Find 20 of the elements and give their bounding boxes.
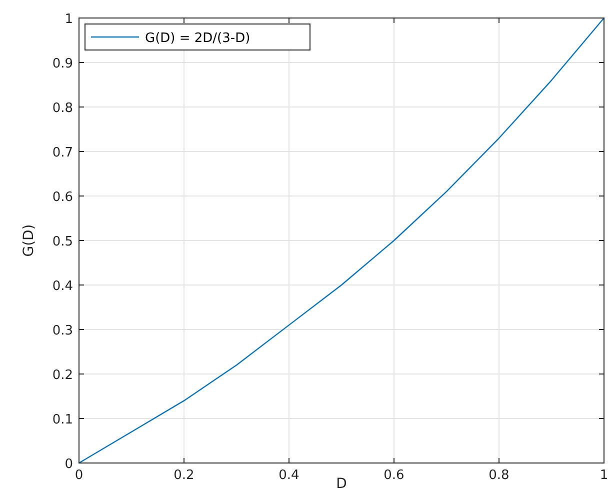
y-tick-label: 0 <box>64 457 73 472</box>
y-tick-label: 0.1 <box>52 412 73 428</box>
x-axis-title: D <box>336 476 347 490</box>
y-axis-title: G(D) <box>21 224 37 257</box>
y-tick-label: 0.6 <box>52 190 73 205</box>
x-tick-label: 0.2 <box>174 468 194 483</box>
x-tick-label: 1 <box>600 468 608 483</box>
y-tick-label: 0.8 <box>52 101 73 116</box>
y-tick-label: 0.3 <box>52 324 73 338</box>
y-tick-label: 0.2 <box>52 368 73 383</box>
x-tick-label: 0.8 <box>488 468 510 483</box>
y-tick-label: 1 <box>64 12 73 27</box>
legend-label: G(D) = 2D/(3-D) <box>145 31 250 46</box>
y-tick-label: 0.4 <box>52 279 73 294</box>
y-tick-label: 0.9 <box>52 56 73 72</box>
y-tick-label: 0.5 <box>52 234 73 250</box>
x-tick-label: 0.6 <box>384 468 404 483</box>
x-tick-label: 0 <box>74 468 84 483</box>
y-tick-label: 0.7 <box>52 146 73 160</box>
x-tick-label: 0.4 <box>278 468 300 483</box>
